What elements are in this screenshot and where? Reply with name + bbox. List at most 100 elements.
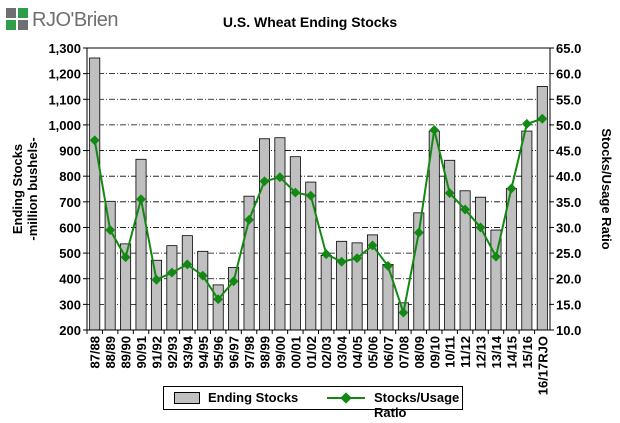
x-tick-label: 11/12: [458, 336, 473, 368]
x-tick-label: 13/14: [489, 335, 504, 368]
y-left-tick-label: 800: [59, 169, 81, 184]
x-tick-label: 02/03: [319, 336, 334, 369]
y-right-tick-label: 40.0: [556, 169, 581, 184]
y-left-tick-label: 1,200: [48, 67, 81, 82]
chart-title: U.S. Wheat Ending Stocks: [222, 14, 398, 30]
x-tick-label: 94/95: [196, 336, 211, 369]
bar-00/01: [289, 156, 301, 331]
point-10/11: [444, 188, 455, 199]
bar-94/95: [197, 250, 209, 331]
x-tick-label: 88/89: [103, 336, 118, 369]
x-tick-label: 06/07: [381, 336, 396, 369]
y-axis-left-label: Ending Stocks-million bushels-: [10, 137, 40, 240]
point-95/96: [213, 294, 224, 305]
logo-mark-icon: [6, 8, 28, 30]
bar-95/96: [212, 284, 224, 331]
legend-marker-icon: [340, 392, 352, 404]
legend-bar-swatch: [174, 392, 200, 404]
x-tick-label: 12/13: [474, 336, 489, 369]
bar-98/99: [258, 138, 270, 331]
bar-10/11: [444, 159, 456, 331]
x-tick-label: 07/08: [396, 336, 411, 369]
y-left-tick-label: 900: [59, 144, 81, 159]
y-left-tick-label: 700: [59, 195, 81, 210]
point-05/06: [367, 240, 378, 251]
x-tick-label: 99/00: [273, 336, 288, 369]
bar-15/16: [521, 130, 533, 331]
bar-91/92: [150, 259, 162, 331]
x-tick-label: 00/01: [288, 336, 303, 369]
bar-93/94: [181, 235, 193, 331]
point-94/95: [197, 270, 208, 281]
x-tick-label: 03/04: [335, 335, 350, 368]
point-02/03: [321, 249, 332, 260]
point-90/91: [136, 194, 146, 205]
point-15/16: [521, 118, 532, 129]
x-tick-label: 89/90: [119, 336, 134, 369]
bar-88/89: [104, 200, 116, 331]
x-tick-label: 10/11: [443, 336, 458, 368]
x-tick-label: 96/97: [227, 336, 242, 369]
brand-name: RJO'Brien: [32, 9, 119, 31]
point-11/12: [460, 204, 471, 215]
y-right-tick-label: 35.0: [556, 195, 581, 210]
point-08/09: [413, 227, 424, 238]
point-96/97: [228, 276, 239, 287]
x-tick-label: 93/94: [180, 335, 195, 368]
point-89/90: [120, 252, 131, 263]
point-03/04: [336, 256, 347, 267]
chart-legend: Ending Stocks Stocks/Usage Ratio: [163, 386, 463, 420]
point-93/94: [182, 259, 193, 270]
x-tick-label: 87/88: [88, 336, 103, 369]
point-97/98: [244, 214, 254, 225]
x-tick-label: 04/05: [350, 336, 365, 369]
legend-label-ending-stocks: Ending Stocks: [208, 390, 299, 405]
legend-label-stocks-usage: Stocks/Usage Ratio: [374, 390, 460, 420]
y-left-tick-label: 600: [59, 220, 81, 235]
y-left-tick-label: 1,000: [48, 118, 81, 133]
point-12/13: [475, 222, 486, 233]
point-91/92: [151, 274, 162, 285]
y-right-tick-label: 15.0: [556, 297, 581, 312]
x-tick-label: 95/96: [211, 336, 226, 369]
brand-logo: RJO'Brien: [6, 8, 206, 36]
y-right-tick-label: 20.0: [556, 272, 581, 287]
point-07/08: [398, 307, 409, 318]
point-99/00: [274, 172, 285, 183]
y-left-tick-label: 1,100: [48, 92, 81, 107]
x-tick-label: 92/93: [165, 336, 180, 369]
point-14/15: [506, 183, 517, 194]
bar-14/15: [505, 188, 517, 331]
x-tick-label: 91/92: [149, 336, 164, 369]
y-right-tick-label: 30.0: [556, 220, 581, 235]
y-right-tick-label: 25.0: [556, 246, 581, 261]
point-92/93: [166, 267, 177, 278]
point-88/89: [105, 225, 116, 235]
x-tick-label: 01/02: [304, 336, 319, 369]
y-left-tick-label: 200: [59, 323, 81, 338]
point-16/17RJO: [537, 113, 548, 124]
point-04/05: [352, 253, 363, 264]
y-right-tick-label: 55.0: [556, 92, 581, 107]
y-right-tick-label: 65.0: [556, 41, 581, 56]
point-06/07: [383, 260, 393, 271]
x-tick-label: 14/15: [504, 336, 519, 369]
x-tick-label: 05/06: [366, 336, 381, 369]
point-01/02: [305, 190, 316, 201]
y-axis-right-label: Stocks/Usage Ratio: [599, 128, 614, 249]
bar-12/13: [475, 196, 487, 331]
y-left-tick-label: 500: [59, 246, 81, 261]
point-98/99: [259, 176, 270, 187]
bar-01/02: [305, 181, 317, 331]
bar-03/04: [336, 240, 348, 331]
bar-09/10: [428, 130, 440, 331]
y-right-tick-label: 60.0: [556, 67, 581, 82]
x-tick-label: 09/10: [427, 336, 442, 369]
x-tick-label: 97/98: [242, 336, 257, 369]
x-tick-label: 08/09: [412, 336, 427, 369]
point-00/01: [290, 187, 301, 198]
point-87/88: [89, 135, 100, 146]
x-tick-label: 98/99: [257, 336, 272, 369]
y-right-tick-label: 10.0: [556, 323, 581, 338]
